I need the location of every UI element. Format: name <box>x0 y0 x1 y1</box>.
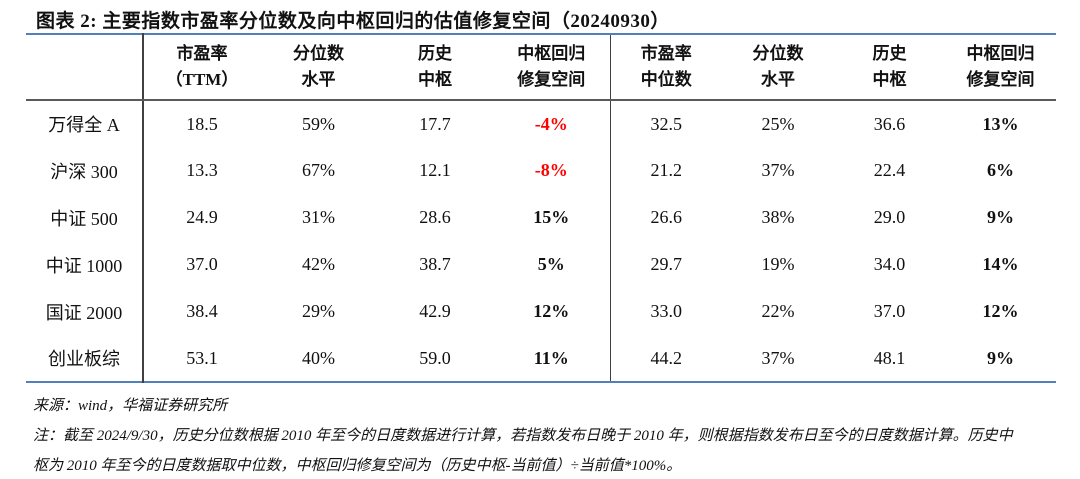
percentile-median-cell: 38% <box>761 207 795 227</box>
calculation-note-line2: 枢为 2010 年至今的日度数据取中位数，中枢回归修复空间为（历史中枢-当前值）… <box>33 458 682 474</box>
header-hist-center-2: 历史 中枢 <box>834 34 945 101</box>
header-recovery-2-line1: 中枢回归 <box>966 43 1035 63</box>
header-recovery-line2: 修复空间 <box>517 70 586 89</box>
header-percentile: 分位数 水平 <box>260 34 377 101</box>
percentile-cell: 42% <box>302 254 335 274</box>
header-pe-ttm: 市盈率 （TTM） <box>143 34 260 101</box>
calculation-note-line1: 注：截至 2024/9/30，历史分位数根据 2010 年至今的日度数据进行计算… <box>33 428 1013 444</box>
header-percentile-line1: 分位数 <box>293 43 344 63</box>
hist-center-median-cell: 36.6 <box>873 113 906 134</box>
header-percentile-line2: 水平 <box>301 70 336 89</box>
header-recovery-line1: 中枢回归 <box>517 43 586 63</box>
recovery-median-cell: 14% <box>982 254 1019 274</box>
table-row: 国证 2000 38.4 29% 42.9 12% 33.0 22% 37.0 … <box>26 288 1056 335</box>
percentile-cell: 29% <box>302 301 335 321</box>
pe-ttm-cell: 24.9 <box>186 207 218 227</box>
header-corner <box>26 34 144 101</box>
header-pe-ttm-line2: （TTM） <box>165 70 239 89</box>
pe-ttm-cell: 37.0 <box>186 254 218 274</box>
pe-median-cell: 29.7 <box>650 254 683 274</box>
recovery-median-cell: 12% <box>982 301 1019 321</box>
index-name: 中证 1000 <box>26 241 144 288</box>
percentile-median-cell: 37% <box>761 160 795 180</box>
header-recovery-2-line2: 修复空间 <box>966 70 1035 89</box>
calculation-note: 注：截至 2024/9/30，历史分位数根据 2010 年至今的日度数据进行计算… <box>33 421 1057 479</box>
index-name: 创业板综 <box>26 335 144 382</box>
percentile-median-cell: 37% <box>761 347 795 368</box>
hist-center-median-cell: 48.1 <box>873 347 906 368</box>
hist-center-median-cell: 29.0 <box>873 207 906 227</box>
index-name: 万得全 A <box>26 100 144 147</box>
pe-median-cell: 44.2 <box>650 347 683 368</box>
hist-center-median-cell: 22.4 <box>873 160 906 180</box>
hist-center-cell: 59.0 <box>419 347 451 368</box>
header-hist-center-line2: 中枢 <box>418 70 452 89</box>
figure-title: 图表 2: 主要指数市盈率分位数及向中枢回归的估值修复空间（20240930） <box>36 11 670 32</box>
index-name: 中证 500 <box>26 194 144 241</box>
hist-center-cell: 28.6 <box>419 207 451 227</box>
header-pe-median-line2: 中位数 <box>640 70 692 89</box>
recovery-cell: 5% <box>493 241 611 288</box>
header-percentile-2-line2: 水平 <box>761 70 795 89</box>
table-body: 万得全 A 18.5 59% 17.7 -4% 32.5 25% 36.6 13… <box>26 100 1056 382</box>
recovery-median-cell: 9% <box>987 347 1014 368</box>
hist-center-cell: 38.7 <box>419 254 451 274</box>
recovery-cell: -4% <box>493 100 611 147</box>
hist-center-median-cell: 34.0 <box>873 254 906 274</box>
table-row: 创业板综 53.1 40% 59.0 11% 44.2 37% 48.1 9% <box>26 335 1056 382</box>
percentile-cell: 40% <box>302 347 335 368</box>
header-hist-center-2-line1: 历史 <box>872 43 907 63</box>
table-header: 市盈率 （TTM） 分位数 水平 历史 中枢 中枢回归 修复空间 市盈率 中 <box>26 34 1056 101</box>
header-percentile-2: 分位数 水平 <box>722 34 834 101</box>
index-name: 国证 2000 <box>26 288 144 335</box>
header-hist-center-2-line2: 中枢 <box>872 70 907 89</box>
header-recovery: 中枢回归 修复空间 <box>493 34 611 101</box>
hist-center-cell: 12.1 <box>419 160 451 180</box>
header-pe-ttm-line1: 市盈率 <box>176 43 228 63</box>
recovery-cell: 12% <box>493 288 611 335</box>
table-row: 中证 1000 37.0 42% 38.7 5% 29.7 19% 34.0 1… <box>26 241 1056 288</box>
hist-center-cell: 42.9 <box>419 301 451 321</box>
pe-ttm-cell: 13.3 <box>186 160 218 180</box>
pe-ttm-cell: 53.1 <box>186 347 218 368</box>
table-row: 中证 500 24.9 31% 28.6 15% 26.6 38% 29.0 9… <box>26 194 1056 241</box>
percentile-median-cell: 19% <box>761 254 795 274</box>
recovery-cell: 15% <box>493 194 611 241</box>
source-note: 来源：wind，华福证券研究所 <box>33 398 228 414</box>
pe-median-cell: 33.0 <box>650 301 683 321</box>
percentile-cell: 59% <box>302 113 335 134</box>
pe-valuation-table: 市盈率 （TTM） 分位数 水平 历史 中枢 中枢回归 修复空间 市盈率 中 <box>26 33 1056 383</box>
table-row: 沪深 300 13.3 67% 12.1 -8% 21.2 37% 22.4 6… <box>26 147 1056 194</box>
pe-median-cell: 21.2 <box>650 160 683 180</box>
percentile-median-cell: 22% <box>761 301 795 321</box>
header-row: 市盈率 （TTM） 分位数 水平 历史 中枢 中枢回归 修复空间 市盈率 中 <box>26 34 1056 101</box>
recovery-median-cell: 6% <box>987 160 1014 180</box>
header-recovery-2: 中枢回归 修复空间 <box>945 34 1056 101</box>
recovery-median-cell: 9% <box>987 207 1014 227</box>
pe-ttm-cell: 38.4 <box>186 301 218 321</box>
pe-median-cell: 32.5 <box>650 113 683 134</box>
recovery-cell: 11% <box>493 335 611 382</box>
header-pe-median-line1: 市盈率 <box>640 43 692 63</box>
header-hist-center-line1: 历史 <box>418 43 452 63</box>
recovery-median-cell: 13% <box>982 113 1019 134</box>
header-hist-center: 历史 中枢 <box>377 34 493 101</box>
percentile-median-cell: 25% <box>761 113 795 134</box>
percentile-cell: 31% <box>302 207 335 227</box>
header-pe-median: 市盈率 中位数 <box>610 34 722 101</box>
header-percentile-2-line1: 分位数 <box>752 43 804 63</box>
percentile-cell: 67% <box>302 160 335 180</box>
pe-ttm-cell: 18.5 <box>186 113 218 134</box>
table-row: 万得全 A 18.5 59% 17.7 -4% 32.5 25% 36.6 13… <box>26 100 1056 147</box>
hist-center-median-cell: 37.0 <box>873 301 906 321</box>
index-name: 沪深 300 <box>26 147 144 194</box>
hist-center-cell: 17.7 <box>419 113 451 134</box>
recovery-cell: -8% <box>493 147 611 194</box>
pe-median-cell: 26.6 <box>650 207 683 227</box>
